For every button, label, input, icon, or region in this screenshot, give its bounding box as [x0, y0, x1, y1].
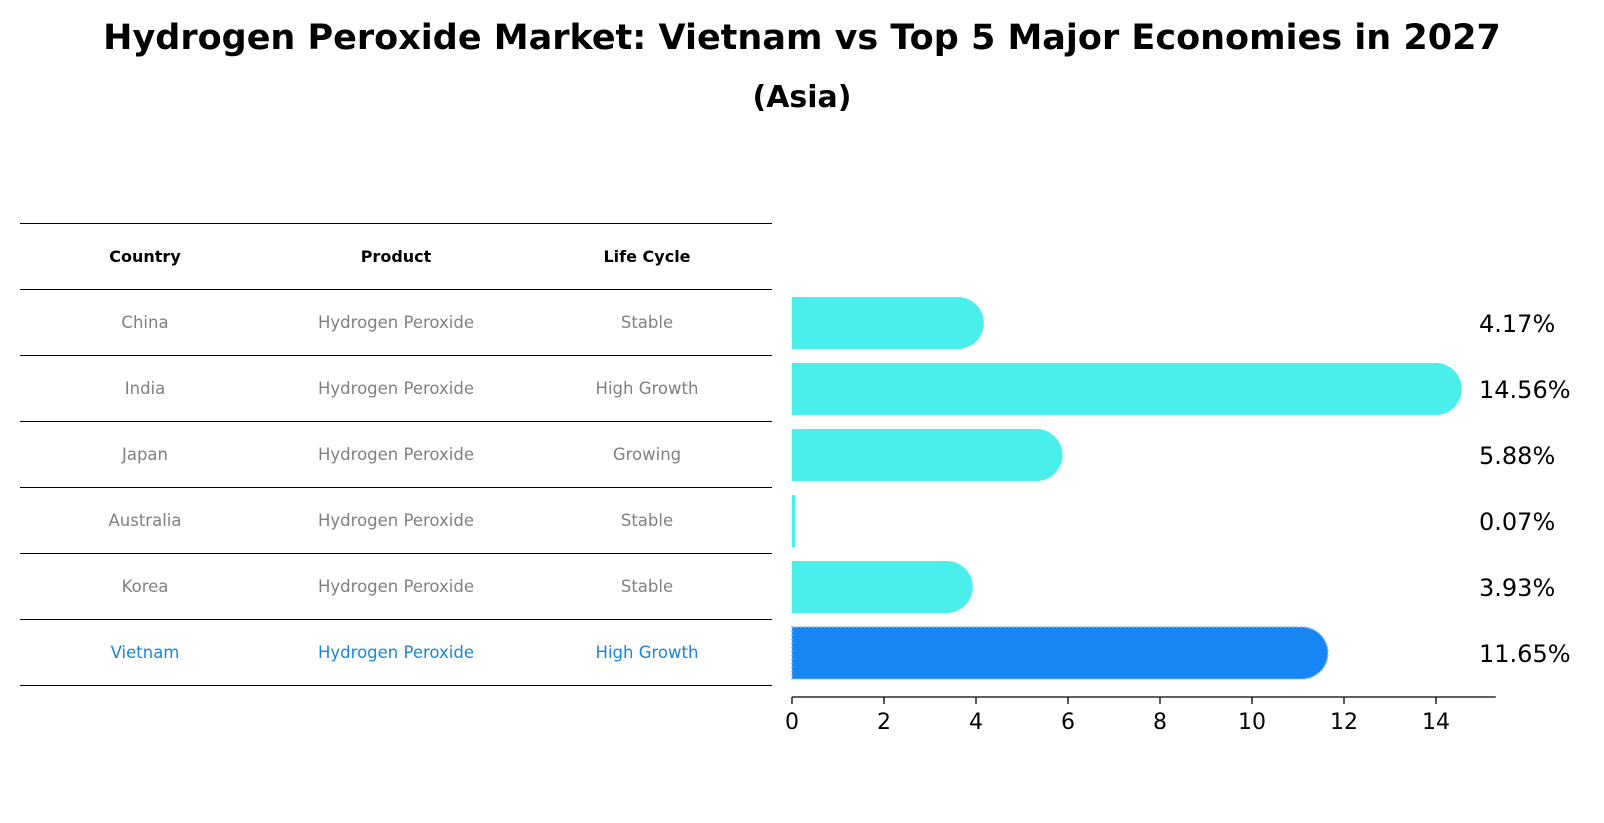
- bar-australia: [792, 495, 796, 547]
- table-cell-product: Hydrogen Peroxide: [318, 313, 474, 332]
- bar-japan: [792, 429, 1063, 481]
- table-cell-product: Hydrogen Peroxide: [318, 379, 474, 398]
- bar-china: [792, 297, 984, 349]
- table-header-row: Country Product Life Cycle: [20, 223, 772, 289]
- table-cell-life-cycle: Stable: [620, 511, 674, 530]
- table-cell-product: Hydrogen Peroxide: [318, 445, 474, 464]
- chart-subtitle: (Asia): [752, 80, 852, 115]
- table-cell-country: Japan: [121, 445, 169, 464]
- table-cell-life-cycle: High Growth: [595, 643, 699, 662]
- table-header-product: Product: [360, 247, 432, 266]
- value-label-australia: 0.07%: [1479, 508, 1555, 536]
- x-axis: 0 2 4 6 8 10 12 14: [785, 696, 1496, 735]
- table-cell-product: Hydrogen Peroxide: [318, 577, 474, 596]
- x-tick-label: 14: [1422, 710, 1450, 735]
- table-header-country: Country: [109, 247, 181, 266]
- value-label-korea: 3.93%: [1479, 574, 1555, 602]
- table-cell-life-cycle: Growing: [612, 445, 682, 464]
- x-tick-label: 12: [1330, 710, 1358, 735]
- bars-layer: [791, 297, 1462, 680]
- x-tick-label: 2: [877, 710, 891, 735]
- table-row: Korea Hydrogen Peroxide Stable: [20, 553, 772, 619]
- table-cell-country: India: [124, 379, 166, 398]
- x-tick-label: 6: [1061, 710, 1075, 735]
- x-tick-label: 0: [785, 710, 799, 735]
- chart-title: Hydrogen Peroxide Market: Vietnam vs Top…: [103, 18, 1501, 58]
- table-cell-life-cycle: High Growth: [595, 379, 699, 398]
- table-header-life-cycle: Life Cycle: [603, 247, 691, 266]
- table-cell-country: Australia: [108, 511, 182, 530]
- bar-korea: [792, 561, 973, 613]
- table-cell-life-cycle: Stable: [620, 313, 674, 332]
- x-tick-label: 10: [1238, 710, 1266, 735]
- table-row: China Hydrogen Peroxide Stable: [20, 289, 772, 355]
- table-cell-life-cycle: Stable: [620, 577, 674, 596]
- table-cell-country: Korea: [121, 577, 169, 596]
- value-label-india: 14.56%: [1479, 376, 1571, 404]
- x-tick-label: 8: [1153, 710, 1167, 735]
- data-table: Country Product Life Cycle China Hydroge…: [20, 223, 772, 686]
- table-cell-product: Hydrogen Peroxide: [318, 511, 474, 530]
- value-label-china: 4.17%: [1479, 310, 1555, 338]
- bar-vietnam: [791, 626, 1329, 680]
- x-tick-label: 4: [969, 710, 983, 735]
- table-row: Japan Hydrogen Peroxide Growing: [20, 421, 772, 487]
- table-row: India Hydrogen Peroxide High Growth: [20, 355, 772, 421]
- table-row-highlight: Vietnam Hydrogen Peroxide High Growth: [20, 619, 772, 686]
- value-label-vietnam: 11.65%: [1479, 640, 1571, 668]
- table-cell-country: Vietnam: [110, 643, 180, 662]
- value-labels-layer: 4.17% 14.56% 5.88% 0.07% 3.93% 11.65%: [1479, 310, 1571, 668]
- table-row: Australia Hydrogen Peroxide Stable: [20, 487, 772, 553]
- value-label-japan: 5.88%: [1479, 442, 1555, 470]
- bar-india: [792, 363, 1462, 415]
- table-cell-country: China: [121, 313, 169, 332]
- table-cell-product: Hydrogen Peroxide: [318, 643, 474, 662]
